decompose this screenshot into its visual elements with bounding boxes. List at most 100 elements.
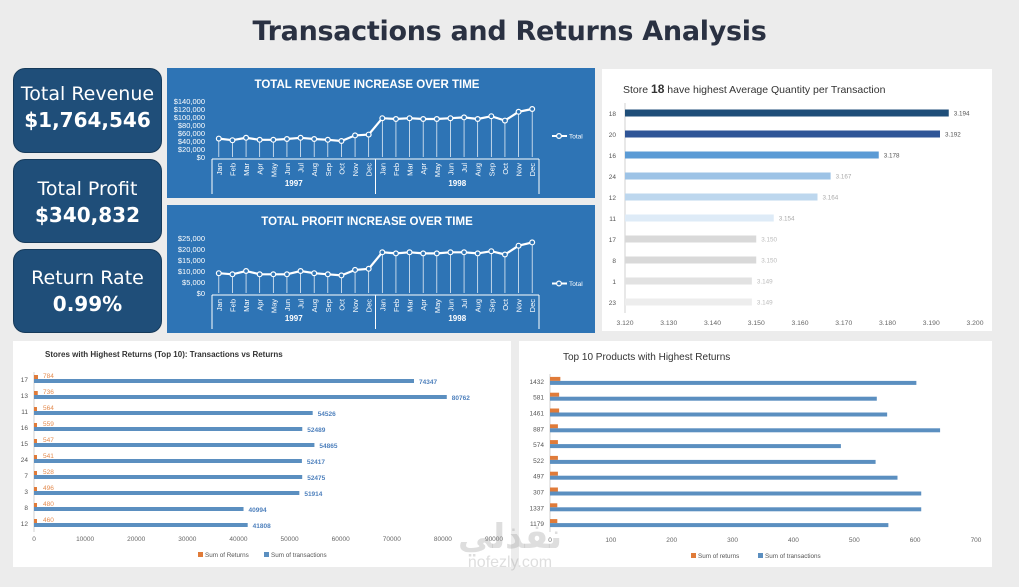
x-tick-label: 30000 xyxy=(178,536,196,543)
category-label: 1337 xyxy=(530,505,545,512)
category-label: 1432 xyxy=(530,379,545,386)
x-tick-label: 500 xyxy=(849,537,860,544)
transactions-bar xyxy=(550,396,877,401)
year-group-label: 1997 xyxy=(285,179,303,188)
x-tick-label: 10000 xyxy=(76,536,94,543)
month-label: Mar xyxy=(406,163,415,176)
data-point xyxy=(379,115,386,122)
series-line xyxy=(218,107,533,143)
data-point xyxy=(447,249,454,256)
kpi-value: $340,832 xyxy=(34,203,140,227)
month-label: Feb xyxy=(392,299,401,312)
products-returns-chart-panel: Top 10 Products with Highest Returns 1432… xyxy=(519,341,992,567)
data-point xyxy=(501,251,508,258)
returns-value-label: 541 xyxy=(43,453,54,460)
category-label: 16 xyxy=(609,153,617,160)
value-label: 3.149 xyxy=(757,300,773,307)
category-label: 574 xyxy=(533,442,544,449)
data-point xyxy=(433,250,440,257)
legend-label: Total xyxy=(569,134,583,141)
returns-value-label: 460 xyxy=(43,517,54,524)
legend-transactions-icon xyxy=(758,553,763,558)
month-label: Nov xyxy=(515,299,524,313)
category-label: 307 xyxy=(533,490,544,497)
bar xyxy=(625,109,949,117)
data-point xyxy=(406,115,413,122)
returns-bar xyxy=(550,503,558,508)
legend-label: Sum of transactions xyxy=(271,552,327,559)
category-label: 12 xyxy=(609,195,617,202)
returns-bar xyxy=(550,471,558,476)
returns-bar xyxy=(550,487,558,492)
returns-value-label: 496 xyxy=(43,485,54,492)
month-label: Jun xyxy=(283,299,292,311)
month-label: Dec xyxy=(365,299,374,313)
transactions-bar xyxy=(34,507,244,511)
transactions-bar xyxy=(550,475,898,480)
transactions-value-label: 54865 xyxy=(319,443,337,450)
x-tick-label: 3.190 xyxy=(923,320,940,327)
transactions-bar xyxy=(34,491,300,495)
bar xyxy=(625,256,757,264)
data-point xyxy=(243,267,250,274)
category-label: 887 xyxy=(533,426,544,433)
data-point xyxy=(447,115,454,122)
year-group-label: 1998 xyxy=(448,179,466,188)
year-group-label: 1997 xyxy=(285,314,303,323)
y-tick-label: $25,000 xyxy=(178,234,205,243)
transactions-bar xyxy=(34,395,447,399)
category-label: 1179 xyxy=(530,521,544,528)
data-point xyxy=(529,105,536,112)
data-point xyxy=(365,131,372,138)
month-label: Jul xyxy=(460,163,469,173)
month-label: Apr xyxy=(256,298,265,310)
transactions-bar xyxy=(550,459,876,464)
y-tick-label: $80,000 xyxy=(178,121,205,130)
month-label: Oct xyxy=(501,162,510,175)
returns-value-label: 547 xyxy=(43,437,54,444)
transactions-bar xyxy=(34,475,303,479)
data-point xyxy=(215,270,222,277)
month-label: May xyxy=(269,299,278,313)
category-label: 8 xyxy=(612,258,616,265)
legend-marker-icon xyxy=(556,280,563,287)
data-point xyxy=(515,242,522,249)
data-point xyxy=(488,113,495,120)
chart-title: Top 10 Products with Highest Returns xyxy=(563,352,730,363)
returns-value-label: 736 xyxy=(43,389,54,396)
value-label: 3.150 xyxy=(761,237,777,244)
x-tick-label: 80000 xyxy=(434,536,452,543)
bar xyxy=(625,193,818,201)
data-point xyxy=(474,250,481,257)
data-point xyxy=(461,114,468,121)
data-point xyxy=(529,239,536,246)
x-tick-label: 3.120 xyxy=(616,320,633,327)
month-label: Nov xyxy=(351,299,360,313)
month-label: Dec xyxy=(365,163,374,177)
x-tick-label: 3.200 xyxy=(966,320,983,327)
returns-bar xyxy=(34,375,39,379)
legend-label: Sum of transactions xyxy=(765,553,821,560)
category-label: 15 xyxy=(21,441,29,448)
month-label: Aug xyxy=(474,299,483,312)
returns-bar xyxy=(34,455,37,459)
category-label: 16 xyxy=(21,425,29,432)
month-label: Nov xyxy=(515,163,524,177)
transactions-bar xyxy=(550,380,917,385)
month-label: Mar xyxy=(242,299,251,312)
y-tick-label: $100,000 xyxy=(174,113,205,122)
month-label: May xyxy=(269,163,278,177)
y-tick-label: $20,000 xyxy=(178,145,205,154)
month-label: Jun xyxy=(283,163,292,175)
kpi-total-profit: Total Profit $340,832 xyxy=(13,159,162,243)
category-label: 17 xyxy=(609,237,617,244)
returns-bar xyxy=(34,487,37,491)
month-label: Feb xyxy=(228,299,237,312)
category-label: 11 xyxy=(21,409,28,416)
value-label: 3.164 xyxy=(823,195,839,202)
category-label: 12 xyxy=(21,521,29,528)
transactions-bar xyxy=(550,491,922,496)
month-label: Oct xyxy=(337,162,346,175)
month-label: Nov xyxy=(351,163,360,177)
kpi-label: Total Revenue xyxy=(20,83,155,105)
